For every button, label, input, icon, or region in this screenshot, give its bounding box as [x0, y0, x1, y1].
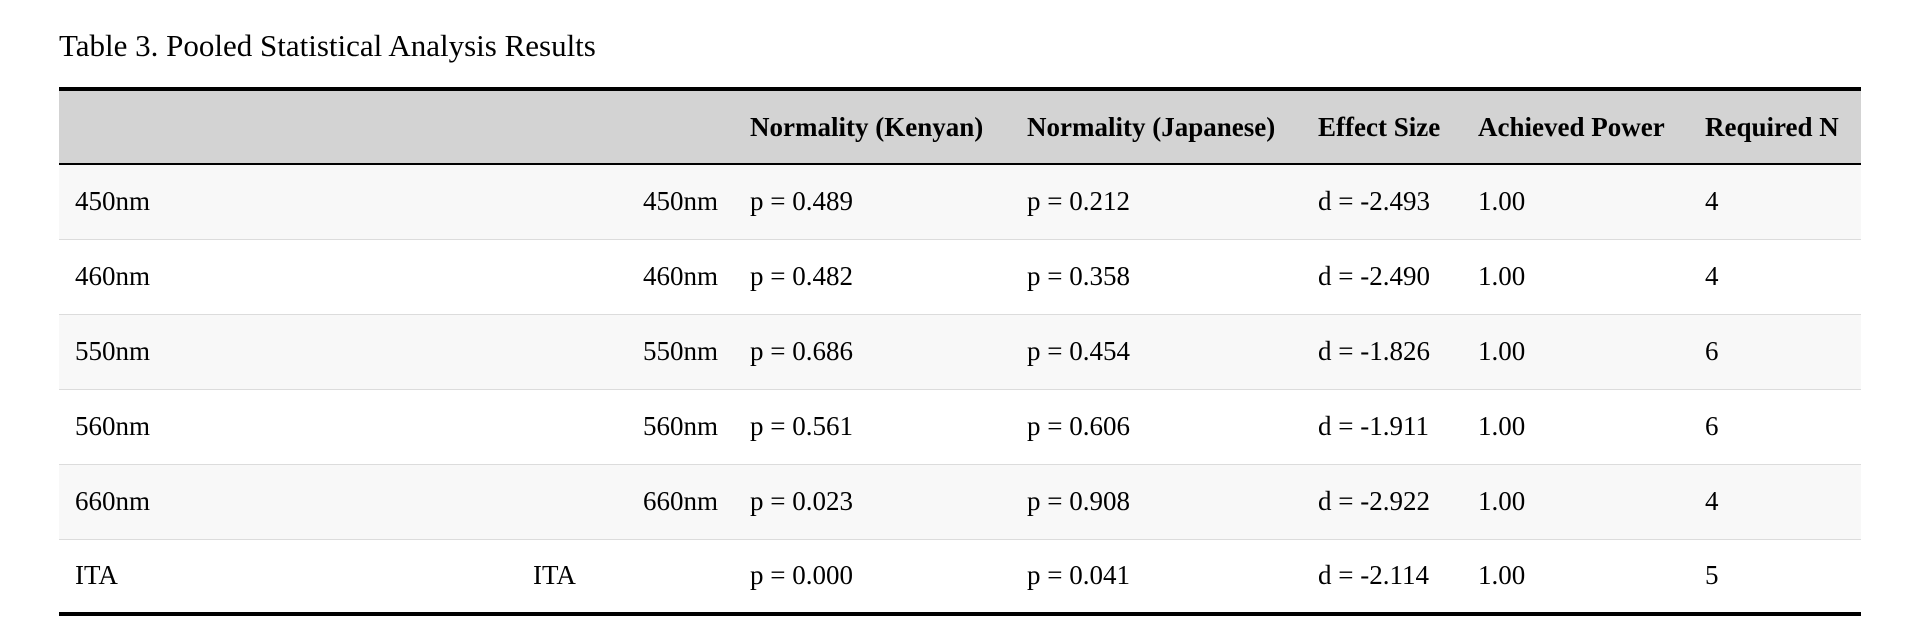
table-header-row: Normality (Kenyan) Normality (Japanese) … — [59, 87, 1861, 165]
table-row: 550nm 550nm p = 0.686 p = 0.454 d = -1.8… — [59, 314, 1861, 390]
cell-required-n: 6 — [1705, 314, 1861, 390]
cell-normality-kenyan: p = 0.023 — [750, 464, 1027, 540]
cell-normality-kenyan: p = 0.482 — [750, 239, 1027, 315]
cell-normality-kenyan: p = 0.686 — [750, 314, 1027, 390]
cell-label: 460nm — [533, 239, 750, 315]
cell-normality-japanese: p = 0.908 — [1027, 464, 1318, 540]
cell-achieved-power: 1.00 — [1478, 464, 1705, 540]
cell-normality-kenyan: p = 0.489 — [750, 164, 1027, 240]
table-row: 560nm 560nm p = 0.561 p = 0.606 d = -1.9… — [59, 389, 1861, 465]
cell-achieved-power: 1.00 — [1478, 539, 1705, 616]
cell-achieved-power: 1.00 — [1478, 389, 1705, 465]
table-caption: Table 3. Pooled Statistical Analysis Res… — [59, 28, 596, 63]
header-row-name — [59, 87, 533, 165]
cell-label: 450nm — [533, 164, 750, 240]
cell-achieved-power: 1.00 — [1478, 239, 1705, 315]
cell-achieved-power: 1.00 — [1478, 164, 1705, 240]
header-required-n: Required N — [1705, 87, 1861, 165]
cell-name: ITA — [59, 539, 533, 616]
table-row: 660nm 660nm p = 0.023 p = 0.908 d = -2.9… — [59, 464, 1861, 540]
cell-label: ITA — [533, 539, 750, 616]
header-effect-size: Effect Size — [1318, 87, 1478, 165]
cell-required-n: 4 — [1705, 164, 1861, 240]
cell-required-n: 4 — [1705, 239, 1861, 315]
cell-normality-japanese: p = 0.606 — [1027, 389, 1318, 465]
cell-effect-size: d = -2.493 — [1318, 164, 1478, 240]
table-row: 450nm 450nm p = 0.489 p = 0.212 d = -2.4… — [59, 164, 1861, 240]
cell-achieved-power: 1.00 — [1478, 314, 1705, 390]
table-row: 460nm 460nm p = 0.482 p = 0.358 d = -2.4… — [59, 239, 1861, 315]
cell-normality-japanese: p = 0.358 — [1027, 239, 1318, 315]
table-row: ITA ITA p = 0.000 p = 0.041 d = -2.114 1… — [59, 539, 1861, 616]
cell-required-n: 6 — [1705, 389, 1861, 465]
cell-normality-kenyan: p = 0.000 — [750, 539, 1027, 616]
cell-normality-japanese: p = 0.212 — [1027, 164, 1318, 240]
header-normality-japanese: Normality (Japanese) — [1027, 87, 1318, 165]
cell-name: 450nm — [59, 164, 533, 240]
cell-name: 460nm — [59, 239, 533, 315]
cell-name: 660nm — [59, 464, 533, 540]
cell-effect-size: d = -2.114 — [1318, 539, 1478, 616]
header-row-label — [533, 87, 750, 165]
cell-label: 560nm — [533, 389, 750, 465]
cell-normality-japanese: p = 0.041 — [1027, 539, 1318, 616]
cell-required-n: 5 — [1705, 539, 1861, 616]
cell-label: 660nm — [533, 464, 750, 540]
cell-name: 560nm — [59, 389, 533, 465]
header-achieved-power: Achieved Power — [1478, 87, 1705, 165]
header-normality-kenyan: Normality (Kenyan) — [750, 87, 1027, 165]
results-table: Normality (Kenyan) Normality (Japanese) … — [59, 87, 1861, 616]
cell-label: 550nm — [533, 314, 750, 390]
cell-effect-size: d = -1.826 — [1318, 314, 1478, 390]
cell-normality-japanese: p = 0.454 — [1027, 314, 1318, 390]
cell-required-n: 4 — [1705, 464, 1861, 540]
cell-name: 550nm — [59, 314, 533, 390]
cell-normality-kenyan: p = 0.561 — [750, 389, 1027, 465]
cell-effect-size: d = -1.911 — [1318, 389, 1478, 465]
cell-effect-size: d = -2.922 — [1318, 464, 1478, 540]
cell-effect-size: d = -2.490 — [1318, 239, 1478, 315]
